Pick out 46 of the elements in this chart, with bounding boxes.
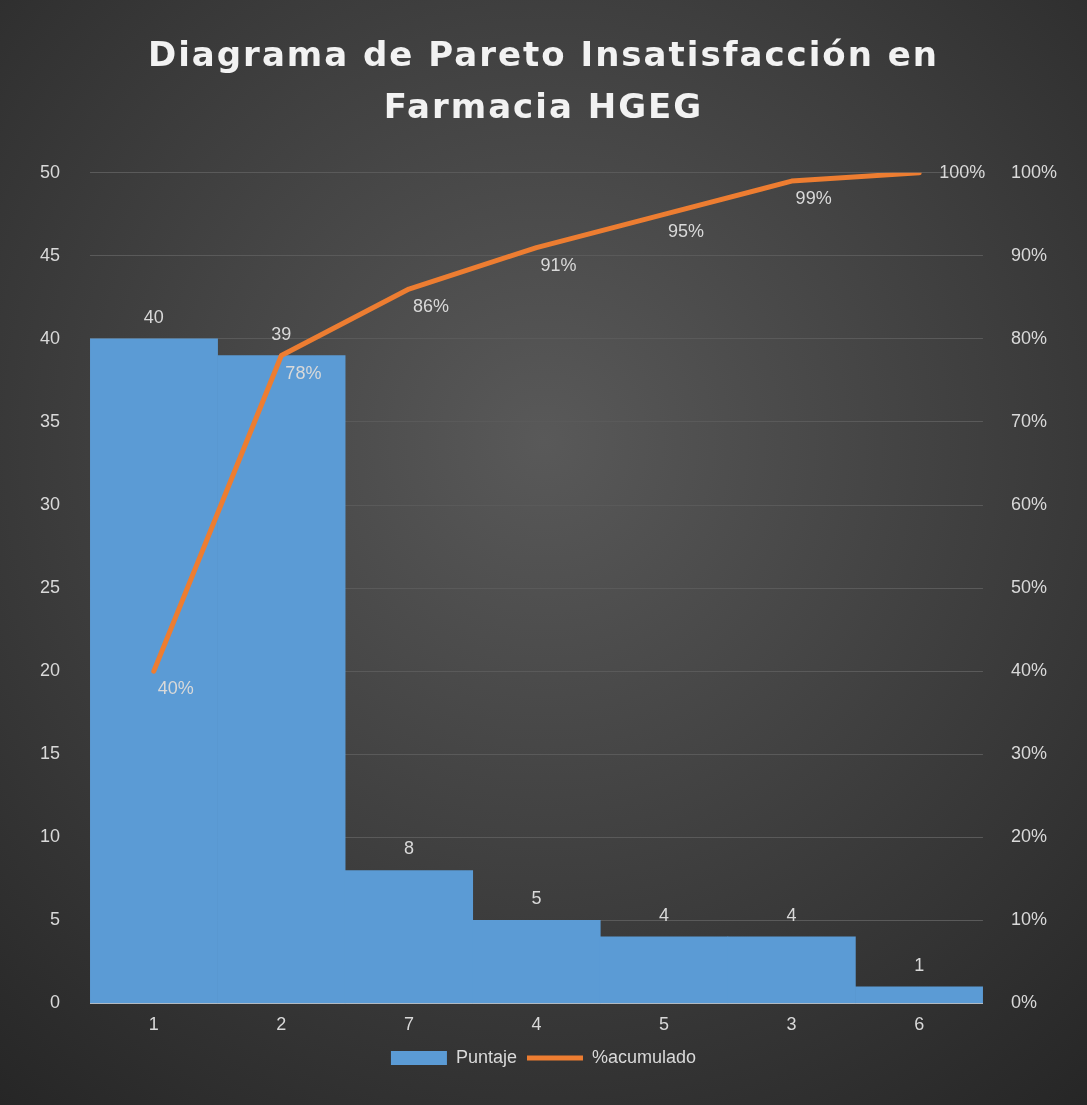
data-label: 40% [157, 678, 194, 699]
x-tick-label: 7 [403, 1014, 414, 1035]
data-label: 8 [403, 838, 414, 859]
data-label: 5 [531, 888, 542, 909]
y-tick-label: 50 [39, 161, 61, 182]
y-tick-label: 35 [39, 410, 61, 431]
data-label: 40 [143, 306, 164, 327]
y2-tick-label: 10% [1010, 909, 1047, 930]
y-tick-label: 20 [39, 660, 61, 681]
x-tick-label: 1 [148, 1014, 159, 1035]
y-tick-label: 15 [39, 743, 61, 764]
y-tick-label: 40 [39, 327, 61, 348]
x-tick-label: 4 [531, 1014, 542, 1035]
y2-tick-label: 80% [1010, 327, 1047, 348]
y2-tick-label: 100% [1010, 161, 1058, 182]
y2-tick-label: 60% [1010, 494, 1047, 515]
y2-tick-label: 30% [1010, 743, 1047, 764]
x-tick-label: 2 [276, 1014, 287, 1035]
y2-tick-label: 50% [1010, 577, 1047, 598]
data-label: 99% [795, 188, 832, 209]
data-label: 95% [668, 221, 705, 242]
data-label: 4 [786, 904, 797, 925]
data-label: 86% [412, 296, 449, 317]
chart-title: Diagrama de Pareto Insatisfacción en Farmacia HGEG [146, 33, 941, 128]
y-tick-label: 30 [39, 494, 61, 515]
y-tick-label: 45 [39, 244, 61, 265]
y2-tick-label: 90% [1010, 244, 1047, 265]
legend-label: Puntaje [455, 1046, 518, 1067]
data-label: 39 [271, 323, 292, 344]
data-label: 100% [939, 161, 986, 182]
data-label: 1 [914, 954, 925, 975]
y2-tick-label: 20% [1010, 826, 1047, 847]
y2-tick-label: 70% [1010, 410, 1047, 431]
x-tick-label: 5 [659, 1014, 670, 1035]
y2-tick-label: 40% [1010, 660, 1047, 681]
y2-tick-label: 0% [1010, 992, 1037, 1013]
y-tick-label: 10 [39, 826, 61, 847]
data-label: 78% [285, 362, 322, 383]
data-label: 4 [659, 904, 670, 925]
y-tick-label: 5 [50, 909, 61, 930]
x-tick-label: 6 [914, 1014, 925, 1035]
data-label: 91% [540, 254, 577, 275]
x-tick-label: 3 [786, 1014, 797, 1035]
y-tick-label: 0 [50, 992, 61, 1013]
legend-label: %acumulado [591, 1046, 697, 1067]
y-tick-label: 25 [39, 577, 61, 598]
